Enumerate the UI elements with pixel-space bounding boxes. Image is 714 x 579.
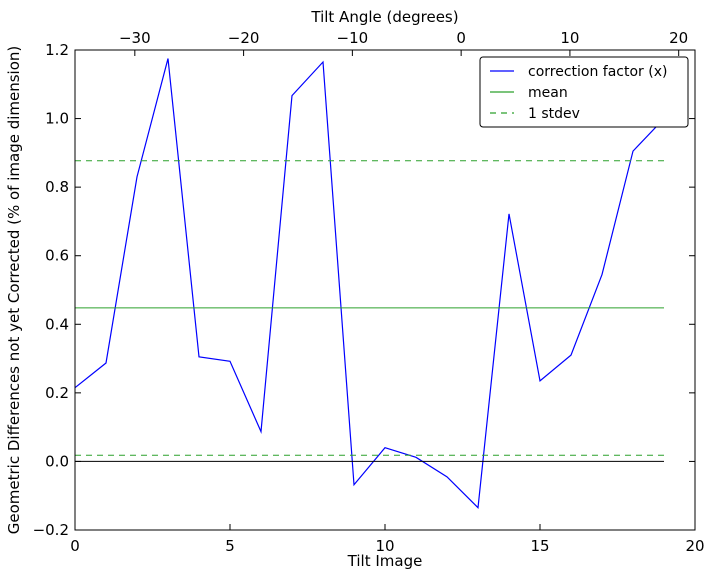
- legend: correction factor (x) mean 1 stdev: [479, 56, 689, 128]
- y-tick-label: 0.2: [45, 384, 69, 402]
- top-x-tick-label: −10: [337, 29, 369, 47]
- x-axis-label: Tilt Image: [347, 552, 423, 570]
- top-x-tick-label: 0: [456, 29, 466, 47]
- y-tick-label: 0.8: [45, 178, 69, 196]
- x-tick-label: 20: [685, 537, 704, 555]
- legend-label-correction: correction factor (x): [528, 64, 667, 80]
- y-tick-label: 1.0: [45, 110, 69, 128]
- plot-area: [75, 50, 695, 530]
- legend-box: [479, 56, 689, 128]
- x-tick-label: 15: [530, 537, 549, 555]
- y-tick-label: 1.2: [45, 41, 69, 59]
- series-layer: [74, 58, 665, 510]
- x-tick-label: 10: [375, 537, 394, 555]
- top-x-tick-label: 20: [669, 29, 688, 47]
- y-tick-label: 0.6: [45, 247, 69, 265]
- ticks-layer: 0 5 10 15 20 −0.2 0.0 0.2 0.4 0.6 0.8 1.0 1.2 −30 −20 −…: [33, 29, 705, 555]
- legend-label-mean: mean: [528, 85, 568, 101]
- top-x-tick-label: −20: [228, 29, 260, 47]
- x-tick-label: 0: [70, 537, 80, 555]
- top-x-axis-label: Tilt Angle (degrees): [310, 8, 458, 26]
- x-tick-label: 5: [225, 537, 235, 555]
- legend-label-stdev: 1 stdev: [528, 106, 580, 122]
- y-tick-label: 0.0: [45, 452, 69, 470]
- y-tick-label: −0.2: [33, 521, 69, 539]
- series-correction-factor-line: [74, 58, 665, 510]
- y-tick-label: 0.4: [45, 315, 69, 333]
- top-x-tick-label: 10: [560, 29, 579, 47]
- y-axis-label: Geometric Differences not yet Corrected …: [5, 46, 23, 535]
- top-x-tick-label: −30: [119, 29, 151, 47]
